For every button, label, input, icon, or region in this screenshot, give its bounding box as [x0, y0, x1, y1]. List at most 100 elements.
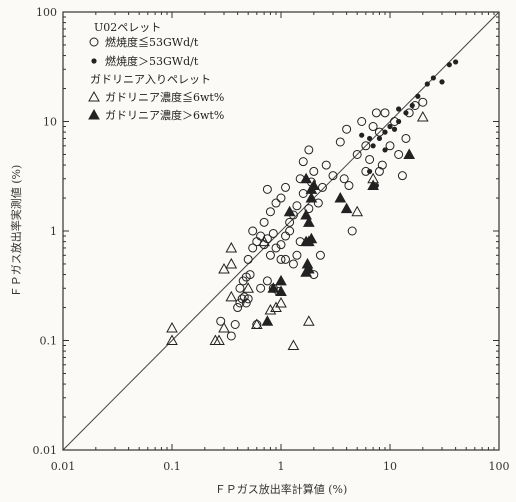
data-point-open-circle [276, 193, 286, 203]
data-point-filled-triangle [305, 232, 318, 244]
data-point-open-circle [262, 184, 272, 194]
y-tick-label: 1 [50, 225, 57, 238]
data-point-open-circle [265, 207, 275, 217]
data-point-open-circle [385, 141, 395, 151]
x-tick-label: 0.01 [51, 460, 76, 473]
data-point-open-circle [339, 174, 349, 184]
data-point-filled-circle [453, 59, 459, 65]
data-point-open-circle [371, 108, 381, 118]
data-point-filled-triangle [403, 148, 416, 159]
data-point-open-circle [292, 201, 302, 211]
data-point-open-circle [233, 303, 243, 313]
data-point-filled-circle [391, 126, 398, 132]
data-point-filled-circle [367, 135, 373, 142]
data-point-open-circle [357, 117, 367, 126]
data-point-filled-circle [359, 132, 365, 138]
data-point-open-circle [265, 250, 275, 260]
data-point-open-triangle [166, 321, 178, 333]
y-axis-title: ＦＰガス放出率実測値 (%) [9, 165, 23, 298]
data-point-open-triangle [225, 257, 238, 269]
data-point-open-circle [230, 319, 240, 329]
data-point-open-triangle [416, 110, 429, 122]
data-point-open-circle [262, 276, 272, 286]
data-point-filled-triangle [261, 315, 274, 326]
data-point-open-circle [281, 182, 291, 192]
data-point-open-circle [321, 160, 331, 170]
data-point-open-circle [418, 97, 428, 107]
data-point-open-circle [216, 316, 226, 326]
legend-group-title-uo2: U02ペレット [94, 21, 161, 34]
data-point-open-circle [285, 217, 295, 227]
data-point-open-circle [317, 182, 327, 192]
data-point-filled-triangle [305, 192, 318, 203]
legend-entry-label: ガドリニア濃度＞6wt% [105, 108, 224, 122]
data-point-open-circle [352, 149, 362, 159]
data-point-open-circle [315, 250, 325, 260]
data-point-open-circle [344, 181, 354, 191]
data-point-open-circle [243, 294, 253, 304]
data-point-open-triangle [213, 334, 225, 345]
data-point-open-circle [328, 171, 338, 181]
legend-filled-circle-icon [91, 58, 97, 64]
y-tick-label: 0.1 [40, 335, 58, 348]
data-point-open-circle [243, 254, 253, 264]
data-point-open-circle [241, 298, 251, 308]
data-point-filled-triangle [300, 172, 312, 184]
data-point-filled-triangle [367, 179, 379, 191]
data-point-filled-circle [382, 147, 388, 153]
data-point-filled-circle [424, 81, 430, 87]
data-points [166, 59, 459, 351]
data-point-open-circle [288, 259, 298, 269]
data-point-filled-triangle [302, 216, 315, 227]
legend: U02ペレット 燃焼度≦53GWd/t 燃焼度＞53GWd/t ガドリニア濃度≦6w… [88, 21, 224, 122]
data-point-open-circle [281, 254, 291, 264]
data-point-open-triangle [218, 262, 230, 274]
legend-filled-triangle-icon [88, 108, 100, 120]
data-point-open-circle [397, 171, 407, 181]
data-point-filled-circle [396, 106, 402, 112]
data-point-filled-circle [396, 118, 402, 125]
data-point-open-triangle [351, 205, 364, 217]
data-point-open-circle [365, 154, 375, 164]
data-point-filled-circle [415, 93, 421, 99]
data-point-filled-triangle [307, 179, 320, 191]
x-axis: 0.01 0.1 1 10 100 [51, 12, 510, 473]
data-point-open-circle [256, 283, 266, 293]
x-tick-label: 0.1 [163, 460, 181, 473]
data-point-filled-circle [403, 110, 409, 116]
data-point-filled-circle [430, 75, 436, 81]
data-point-open-circle [248, 243, 258, 253]
data-point-filled-circle [409, 102, 415, 109]
data-point-open-circle [248, 226, 258, 236]
data-point-open-circle [342, 124, 352, 134]
x-tick-label: 10 [383, 460, 397, 473]
y-tick-label: 10 [43, 116, 57, 129]
data-point-filled-triangle [267, 282, 280, 293]
data-point-open-circle [226, 331, 236, 341]
data-point-filled-triangle [300, 208, 312, 220]
data-point-open-circle [361, 141, 371, 151]
y-tick-label: 0.01 [33, 444, 58, 457]
data-point-filled-triangle [302, 262, 315, 274]
data-point-filled-circle [382, 129, 388, 135]
data-point-open-circle [394, 149, 404, 159]
data-point-open-triangle [258, 235, 270, 247]
data-point-open-circle [271, 243, 281, 253]
data-point-filled-circle [376, 135, 383, 142]
data-point-open-circle [304, 204, 314, 214]
data-point-open-triangle [250, 318, 263, 329]
data-point-open-circle [245, 270, 255, 280]
data-point-open-triangle [302, 315, 315, 326]
legend-entry-label: 燃焼度≦53GWd/t [105, 35, 199, 49]
data-point-open-circle [271, 198, 281, 208]
legend-open-triangle-icon [88, 90, 100, 102]
data-point-filled-triangle [334, 192, 347, 203]
data-point-filled-circle [387, 123, 393, 130]
data-point-open-circle [401, 133, 411, 143]
y-axis: 0.01 0.1 1 10 100 [33, 6, 499, 457]
y-tick-label: 100 [36, 6, 57, 19]
legend-open-circle-icon [89, 37, 99, 47]
data-point-open-circle [368, 122, 378, 132]
data-point-filled-circle [446, 62, 452, 68]
